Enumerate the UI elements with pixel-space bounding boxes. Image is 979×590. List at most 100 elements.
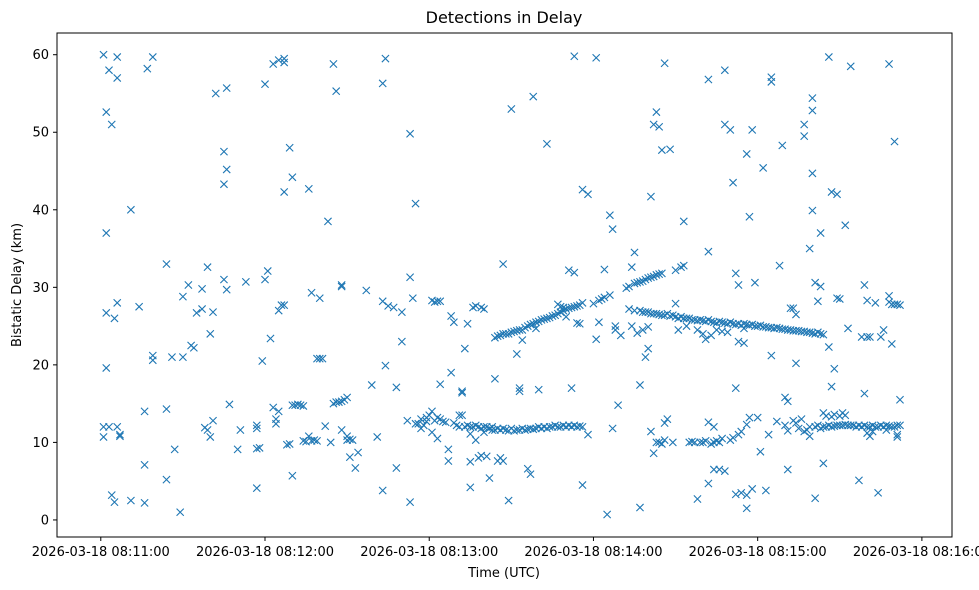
data-point-marker [808,106,817,115]
data-point-marker [805,244,814,253]
data-point-marker [704,418,713,427]
data-point-marker [882,426,891,434]
data-point-marker [715,465,724,474]
data-point-marker [608,225,617,234]
data-point-marker [280,301,289,310]
data-point-marker [567,384,576,393]
data-point-marker [198,284,207,293]
data-point-marker [718,318,727,327]
y-tick-label: 50 [32,126,49,141]
data-point-marker [299,436,308,445]
data-point-marker [107,120,116,129]
data-point-marker [655,122,664,131]
data-point-marker [378,297,387,306]
data-point-marker [846,62,855,71]
data-point-marker [594,318,603,327]
data-point-marker [126,496,135,505]
data-point-marker [775,261,784,270]
data-point-marker [170,445,179,454]
x-tick-label: 2026-03-18 08:16:00 [853,545,979,560]
data-point-marker [887,422,896,431]
data-point-marker [679,261,688,270]
data-point-marker [592,335,601,344]
data-point-marker [162,475,171,484]
data-point-marker [307,288,316,297]
data-point-marker [767,351,776,360]
data-point-marker [499,457,508,466]
data-point-marker [824,343,833,352]
data-point-marker [102,308,111,317]
y-tick-label: 10 [32,436,49,451]
data-point-marker [611,322,620,331]
data-point-marker [211,89,220,98]
data-point-marker [115,430,124,439]
data-point-marker [507,328,516,337]
data-point-marker [772,323,781,332]
data-point-marker [808,169,817,178]
data-point-marker [701,436,710,445]
data-point-marker [523,464,532,473]
data-point-marker [113,73,122,82]
data-point-marker [222,84,231,93]
data-point-marker [833,190,842,199]
data-point-marker [222,285,231,294]
data-point-marker [893,430,902,439]
data-point-marker [406,498,415,507]
data-point-marker [280,58,289,67]
data-point-marker [578,481,587,490]
data-point-marker [819,422,828,431]
data-point-marker [562,312,571,321]
data-point-marker [203,263,212,272]
data-point-marker [458,411,467,420]
data-point-marker [808,206,817,215]
data-point-marker [392,464,401,472]
data-point-marker [625,282,634,291]
data-point-marker [447,312,456,321]
x-tick-label: 2026-03-18 08:13:00 [360,545,498,560]
data-point-marker [578,298,587,307]
data-point-marker [731,490,740,499]
data-point-marker [605,291,614,300]
data-point-marker [704,75,713,84]
data-point-marker [660,436,669,445]
data-point-marker [490,374,499,383]
data-point-marker [417,415,426,424]
data-point-marker [482,452,491,461]
data-point-marker [635,277,644,286]
data-point-marker [874,488,883,497]
data-point-marker [501,329,510,338]
data-point-marker [625,305,634,314]
data-point-marker [488,426,497,434]
data-point-marker [696,315,705,324]
data-point-marker [143,64,152,73]
data-point-marker [466,457,475,466]
data-point-marker [630,279,639,288]
data-point-marker [406,273,415,282]
data-point-marker [660,59,669,68]
data-point-marker [627,263,636,272]
x-tick-label: 2026-03-18 08:11:00 [32,545,170,560]
data-point-marker [274,56,283,65]
data-point-marker [433,297,442,306]
data-point-marker [753,413,762,422]
data-point-marker [252,421,261,430]
data-point-marker [381,361,390,370]
data-point-marker [616,331,625,340]
data-point-marker [184,281,193,289]
data-point-marker [362,286,371,295]
data-point-marker [252,484,261,493]
data-point-marker [102,229,111,238]
data-point-marker [381,54,390,63]
data-point-marker [460,344,469,353]
x-tick-label: 2026-03-18 08:12:00 [196,545,334,560]
data-point-marker [720,467,729,476]
data-point-marker [737,427,746,436]
data-point-marker [288,471,297,480]
data-point-marker [449,318,458,327]
data-point-marker [657,269,666,278]
data-point-marker [299,401,308,410]
data-point-marker [206,329,215,338]
data-point-marker [537,315,546,324]
data-point-marker [578,185,587,194]
